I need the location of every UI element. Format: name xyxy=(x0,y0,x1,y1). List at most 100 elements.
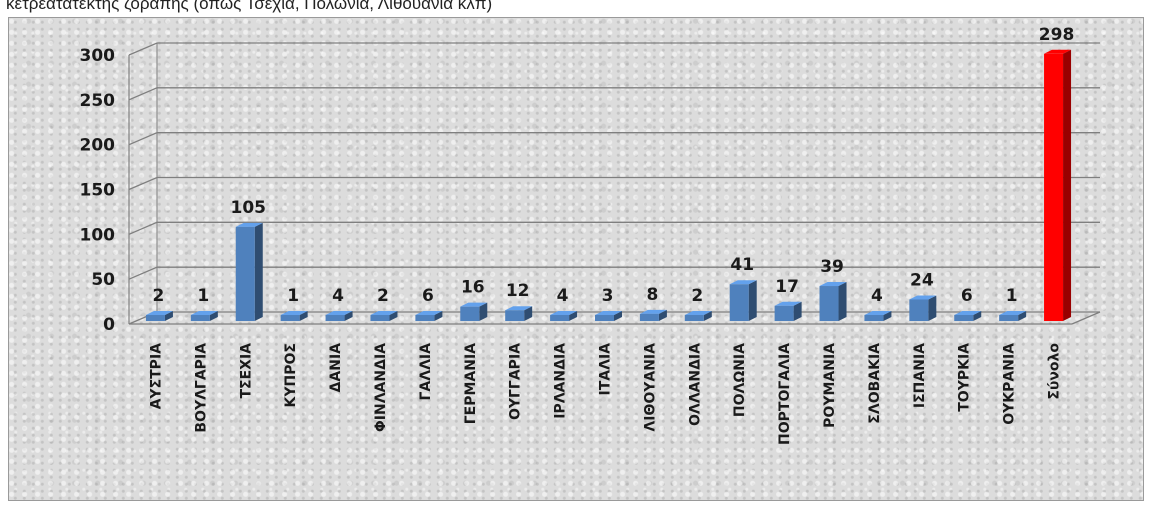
bar xyxy=(819,282,847,321)
data-label: 1 xyxy=(287,286,299,306)
x-tick-label: ΟΥΚΡΑΝΙΑ xyxy=(1002,343,1018,425)
bar-side xyxy=(389,311,398,321)
bar-front xyxy=(954,315,974,321)
bar-side xyxy=(614,311,622,321)
bar-top xyxy=(1044,49,1072,54)
bar-side xyxy=(658,309,667,321)
bar xyxy=(235,222,263,321)
bar-side xyxy=(569,311,578,321)
bar-side xyxy=(748,280,757,321)
y-tick-label: 0 xyxy=(103,315,115,335)
bar xyxy=(550,311,578,321)
floor-right-edge xyxy=(1071,311,1101,325)
bar-front xyxy=(999,315,1019,321)
bar-front xyxy=(819,286,839,321)
y-tick-label: 200 xyxy=(80,136,116,156)
bar-top xyxy=(505,306,533,311)
bar-front xyxy=(864,315,884,321)
x-tick-label: ΒΟΥΛΓΑΡΙΑ xyxy=(193,343,209,433)
bar xyxy=(774,301,802,321)
x-tick-label: ΤΟΥΡΚΙΑ xyxy=(957,343,973,412)
gridline xyxy=(128,132,1100,146)
gridline xyxy=(128,87,1100,101)
data-label: 17 xyxy=(775,277,799,297)
bar-front xyxy=(774,305,794,321)
bar-top xyxy=(190,311,218,315)
bar-front xyxy=(505,310,525,321)
x-tick-label: ΡΟΥΜΑΝΙΑ xyxy=(822,343,838,428)
data-label: 1 xyxy=(1006,286,1018,306)
x-tick-label: ΙΤΑΛΙΑ xyxy=(598,343,614,396)
bar xyxy=(280,311,308,321)
bar-top xyxy=(864,311,892,315)
bar-front xyxy=(909,299,929,321)
bar-side xyxy=(434,311,443,321)
bar-top xyxy=(819,282,847,287)
bar-top xyxy=(639,309,667,314)
data-label: 298 xyxy=(1039,25,1075,45)
x-tick-label: ΙΣΠΑΝΙΑ xyxy=(912,343,928,408)
bar xyxy=(370,311,398,321)
bar-side xyxy=(209,311,218,321)
bar-top xyxy=(774,301,802,306)
data-label: 4 xyxy=(332,286,344,306)
bar xyxy=(909,295,937,321)
x-axis: ΑΥΣΤΡΙΑ ΒΟΥΛΓΑΡΙΑ ΤΣΕΧΙΑ ΚΥΠΡΟΣ ΔΑΝΙΑ ΦΙΝΛΑΝΔ… xyxy=(148,343,1062,445)
gridline xyxy=(128,176,1100,191)
bar xyxy=(190,311,218,321)
bar-top xyxy=(415,311,443,315)
bar xyxy=(145,311,173,321)
data-label: 105 xyxy=(231,198,267,218)
x-tick-label: ΚΥΠΡΟΣ xyxy=(283,343,299,407)
bar-front xyxy=(190,315,210,321)
x-tick-label: ΓΑΛΛΙΑ xyxy=(418,343,434,401)
bar-side xyxy=(299,311,308,321)
bar xyxy=(684,311,712,321)
x-tick-label: ΟΛΛΑΝΔΙΑ xyxy=(687,343,703,426)
y-tick-label: 50 xyxy=(91,270,115,290)
gridline xyxy=(128,221,1100,235)
y-tick-label: 100 xyxy=(80,225,116,245)
bar-side xyxy=(254,222,263,321)
chart-frame xyxy=(8,17,1144,501)
data-label: 6 xyxy=(422,286,434,306)
x-tick-label: ΦΙΝΛΑΝΔΙΑ xyxy=(373,343,389,432)
bar xyxy=(595,311,622,321)
bar-front xyxy=(235,226,255,321)
bar-top xyxy=(684,311,712,315)
bar xyxy=(639,309,667,321)
y-tick-label: 300 xyxy=(80,46,116,66)
x-tick-label: ΓΕΡΜΑΝΙΑ xyxy=(463,343,479,424)
bar-top xyxy=(280,311,308,315)
y-tick-label: 250 xyxy=(80,91,116,111)
gridline xyxy=(128,266,1100,280)
chart-caption: κετρεατάτεκτης ζοραπης (όπως Τσεχία, Πολ… xyxy=(6,0,493,13)
bar-side xyxy=(1063,49,1072,321)
bar-top xyxy=(145,311,173,315)
data-label: 2 xyxy=(691,286,703,306)
bar xyxy=(460,302,488,321)
bar-side xyxy=(524,306,533,321)
bar xyxy=(999,311,1027,321)
bar-side xyxy=(344,311,353,321)
bar-front xyxy=(325,315,345,321)
data-label: 2 xyxy=(153,286,165,306)
bar-front xyxy=(1044,53,1064,321)
y-tick-label: 150 xyxy=(80,181,116,201)
bar-top xyxy=(909,295,937,300)
bar-front xyxy=(729,284,749,321)
x-tick-label: ΟΥΓΓΑΡΙΑ xyxy=(508,343,524,420)
bar xyxy=(954,311,982,321)
bar xyxy=(325,311,353,321)
bar-top xyxy=(370,311,398,315)
bar-front xyxy=(639,313,659,321)
data-labels: 2 1 105 1 4 2 6 16 12 4 3 8 2 41 17 39 4 24 6 1 298 xyxy=(153,25,1075,306)
data-label: 16 xyxy=(461,278,485,298)
data-label: 6 xyxy=(961,286,973,306)
bars xyxy=(145,49,1072,321)
data-label: 1 xyxy=(197,286,209,306)
bar-side xyxy=(928,295,937,321)
bar-side xyxy=(973,311,982,321)
bar xyxy=(415,311,443,321)
